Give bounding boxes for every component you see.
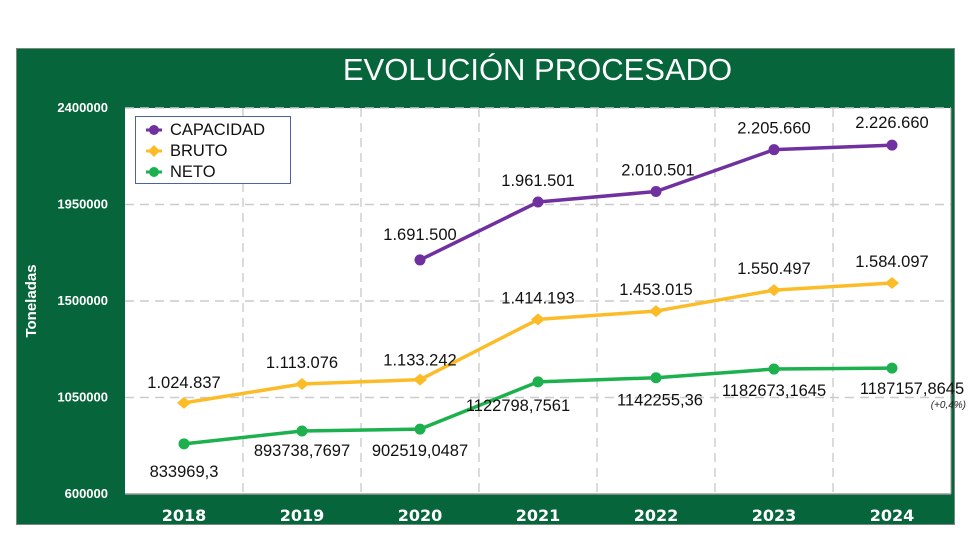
data-point-neto <box>768 363 780 375</box>
x-tick-label: 2022 <box>634 506 679 525</box>
y-tick-label: 1950000 <box>57 197 108 212</box>
data-point-bruto <box>885 276 899 289</box>
data-point-bruto <box>649 305 663 318</box>
legend-item-bruto: BRUTO <box>146 140 227 162</box>
data-label-neto: 893738,7697 <box>254 442 350 460</box>
data-point-capacidad <box>650 186 662 198</box>
series-group <box>177 139 899 450</box>
data-point-neto <box>886 362 898 374</box>
data-point-neto <box>532 376 544 388</box>
legend-label: NETO <box>170 162 216 181</box>
data-point-neto <box>296 425 308 437</box>
data-label-capacidad: 2.010.501 <box>621 162 694 180</box>
x-tick-label: 2021 <box>516 506 561 525</box>
data-label-capacidad: 1.961.501 <box>501 172 574 190</box>
circle-marker-icon <box>146 161 162 183</box>
data-label-neto: 1187157,8645 <box>860 380 964 398</box>
data-label-bruto: 1.453.015 <box>619 281 692 299</box>
legend-label: CAPACIDAD <box>170 120 266 139</box>
annotation-label: (+0,4%) <box>931 400 966 411</box>
x-tick-label: 2023 <box>752 506 797 525</box>
x-tick-label: 2019 <box>280 506 325 525</box>
data-label-bruto: 1.133.242 <box>383 352 456 370</box>
data-label-capacidad: 2.226.660 <box>855 114 928 132</box>
x-tick-label: 2024 <box>870 506 915 525</box>
circle-marker-icon <box>146 119 162 141</box>
data-label-neto: 902519,0487 <box>372 442 468 460</box>
x-tick-label: 2018 <box>162 506 207 525</box>
legend-item-capacidad: CAPACIDAD <box>146 119 265 141</box>
data-point-capacidad <box>768 144 780 156</box>
data-labels: 1.691.500 1.961.501 2.010.501 2.205.660 2.22… <box>147 114 966 481</box>
y-tick-label: 1050000 <box>57 390 108 405</box>
data-point-neto <box>650 372 662 384</box>
data-label-capacidad: 1.691.500 <box>383 226 456 244</box>
y-axis-ticks: 600000 1050000 1500000 1950000 2400000 <box>57 100 108 501</box>
data-point-bruto <box>295 377 309 390</box>
data-point-bruto <box>531 313 545 326</box>
data-label-bruto: 1.550.497 <box>737 260 810 278</box>
legend-item-neto: NETO <box>146 161 216 183</box>
data-label-neto: 1142255,36 <box>617 392 703 410</box>
data-point-neto <box>178 438 190 450</box>
data-label-capacidad: 2.205.660 <box>737 120 810 138</box>
x-tick-label: 2020 <box>398 506 443 525</box>
y-axis-label: Toneladas <box>23 264 40 337</box>
data-label-neto: 1122798,7561 <box>466 397 570 415</box>
data-label-bruto: 1.414.193 <box>501 289 574 307</box>
data-point-bruto <box>767 284 781 297</box>
data-point-capacidad <box>414 254 426 266</box>
data-point-capacidad <box>886 139 898 151</box>
data-point-neto <box>414 423 426 435</box>
data-point-capacidad <box>532 196 544 208</box>
data-label-neto: 1182673,1645 <box>722 382 826 400</box>
legend-label: BRUTO <box>170 141 228 160</box>
y-tick-label: 2400000 <box>57 100 108 115</box>
x-axis-ticks: 2018 2019 2020 2021 2022 2023 2024 <box>162 506 915 525</box>
data-label-bruto: 1.113.076 <box>266 354 338 372</box>
data-label-bruto: 1.584.097 <box>855 253 928 271</box>
y-tick-label: 1500000 <box>57 293 108 308</box>
data-point-bruto <box>413 373 427 386</box>
diamond-marker-icon <box>146 140 162 162</box>
legend: CAPACIDAD BRUTO NETO <box>135 116 291 184</box>
data-label-bruto: 1.024.837 <box>147 374 220 392</box>
y-tick-label: 600000 <box>65 486 108 501</box>
data-label-neto: 833969,3 <box>150 463 219 481</box>
data-point-bruto <box>177 396 191 409</box>
chart-title: EVOLUCIÓN PROCESADO <box>342 52 733 87</box>
